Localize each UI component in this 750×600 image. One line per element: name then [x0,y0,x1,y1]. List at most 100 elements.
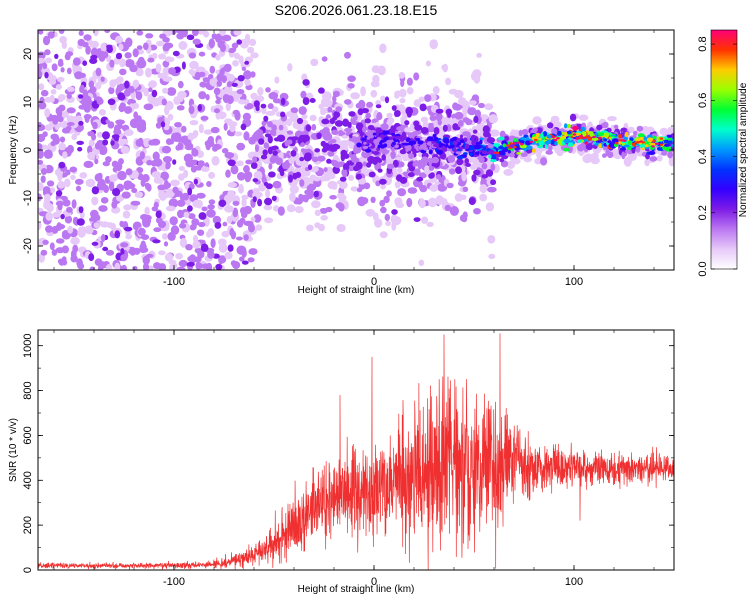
spectrogram-cell [211,33,217,40]
spectrogram-cell [546,135,553,139]
spectrogram-cell [168,67,176,75]
spectrogram-cell [487,235,496,244]
spectrogram-cell [533,127,538,132]
spectrogram-cell [452,140,458,146]
spectrogram-cell [142,255,150,265]
spectrogram-cell [263,204,273,211]
spectrogram-cell [269,156,277,164]
spectrogram-cell [186,34,195,41]
spectrogram-cell [438,142,443,148]
spectrogram-cell [77,38,85,47]
spectrogram-cell [281,161,290,170]
spectrogram-cell [176,199,186,207]
spectrogram-cell [120,254,128,262]
spectrogram-cell [67,225,74,234]
spectrogram-cell [429,115,437,121]
spectrogram-cell [449,138,456,142]
spectrogram-cell [247,257,255,263]
spectrogram-cell [57,116,64,123]
spectrogram-cell [585,136,590,139]
spectrogram-cell [178,173,185,181]
spectrogram-cell [506,144,510,147]
spectrogram-cell [48,151,53,159]
spectrogram-cell [646,137,654,142]
spectrogram-cell [192,38,201,45]
spectrogram-cell [227,244,234,252]
spectrogram-cell [452,123,459,131]
spectrogram-cell [578,114,589,121]
spectrogram-cell [65,169,71,176]
spectrogram-cell [463,137,468,143]
spectrogram-cell [173,96,181,105]
spectrogram-cell [122,210,131,219]
spectrogram-cell [216,80,222,87]
snr-x-tick-label: 0 [371,576,377,588]
spectrogram-cell [152,239,161,244]
spectrogram-cell [93,222,100,229]
spectrogram-cell [221,230,230,238]
spectrogram-cell [418,172,427,179]
spectrogram-cell [66,93,72,99]
spectrogram-cell [452,147,457,152]
spectrogram-cell [344,99,352,105]
spectrogram-cell [156,40,164,47]
spectrogram-cell [117,92,126,101]
spectrogram-cell [189,120,199,126]
spectrogram-cell [627,126,635,134]
spectrogram-cell [310,58,319,67]
spectrogram-cell [264,217,274,224]
spectrogram-cell [109,59,115,68]
spectrogram-cell [111,160,119,168]
spectrogram-cell [62,199,71,207]
spectrogram-cell [344,51,351,59]
spectrogram-cell [132,102,140,109]
spectrogram-cell [432,86,440,95]
spectrogram-cell [380,183,386,190]
spectrogram-cell [320,97,330,108]
spectrogram-cell [254,144,260,152]
spectrogram-cell [232,200,240,206]
spectrogram-cell [91,196,99,206]
spectrogram-cell [385,220,391,227]
spectrogram-cell [136,58,147,69]
spectrogram-cell [224,118,233,125]
spectrogram-cell [89,40,100,49]
spectrogram-cell [257,198,263,207]
spectrogram-cell [258,183,266,192]
spectrogram-cell [431,156,440,164]
spectrogram-cell [470,136,475,142]
spectrogram-cell [94,258,103,267]
spectrogram-cell [71,199,77,209]
spectrogram-cell [459,139,465,143]
spectrogram-cell [271,128,276,133]
spectrogram-cell [165,164,171,170]
spectrogram-cell [241,260,249,265]
spectrogram-cell [500,146,508,150]
spectrogram-cell [518,129,523,137]
spectrogram-cell [325,206,333,213]
spectrogram-cell [569,113,577,122]
spectrogram-cell [248,248,258,255]
spectrogram-cell [383,143,388,148]
spectrogram-cell [192,130,199,138]
spectrogram-cell [243,234,249,241]
spectrogram-cell [413,217,421,223]
spectrogram-cell [42,131,48,138]
spectrogram-cell [232,261,241,270]
spectrogram-cell [208,171,216,179]
spectrogram-cell [468,152,474,156]
spectrogram-cell [502,143,507,148]
spectrogram-cell [237,99,247,105]
spectrogram-cell [366,101,374,108]
spectrogram-cell [365,208,375,217]
spectrogram-cell [239,217,246,224]
spectrogram-cell [102,246,109,252]
spectrogram-cell [406,77,413,86]
spectrogram-cell [210,126,220,134]
spectrogram-cell [88,139,95,147]
spectrogram-cell [103,184,109,194]
spectrogram-cell [206,181,212,187]
spectrogram-cell [66,206,73,213]
spectrogram-cell [503,135,510,142]
spectrogram-cell [300,148,306,153]
